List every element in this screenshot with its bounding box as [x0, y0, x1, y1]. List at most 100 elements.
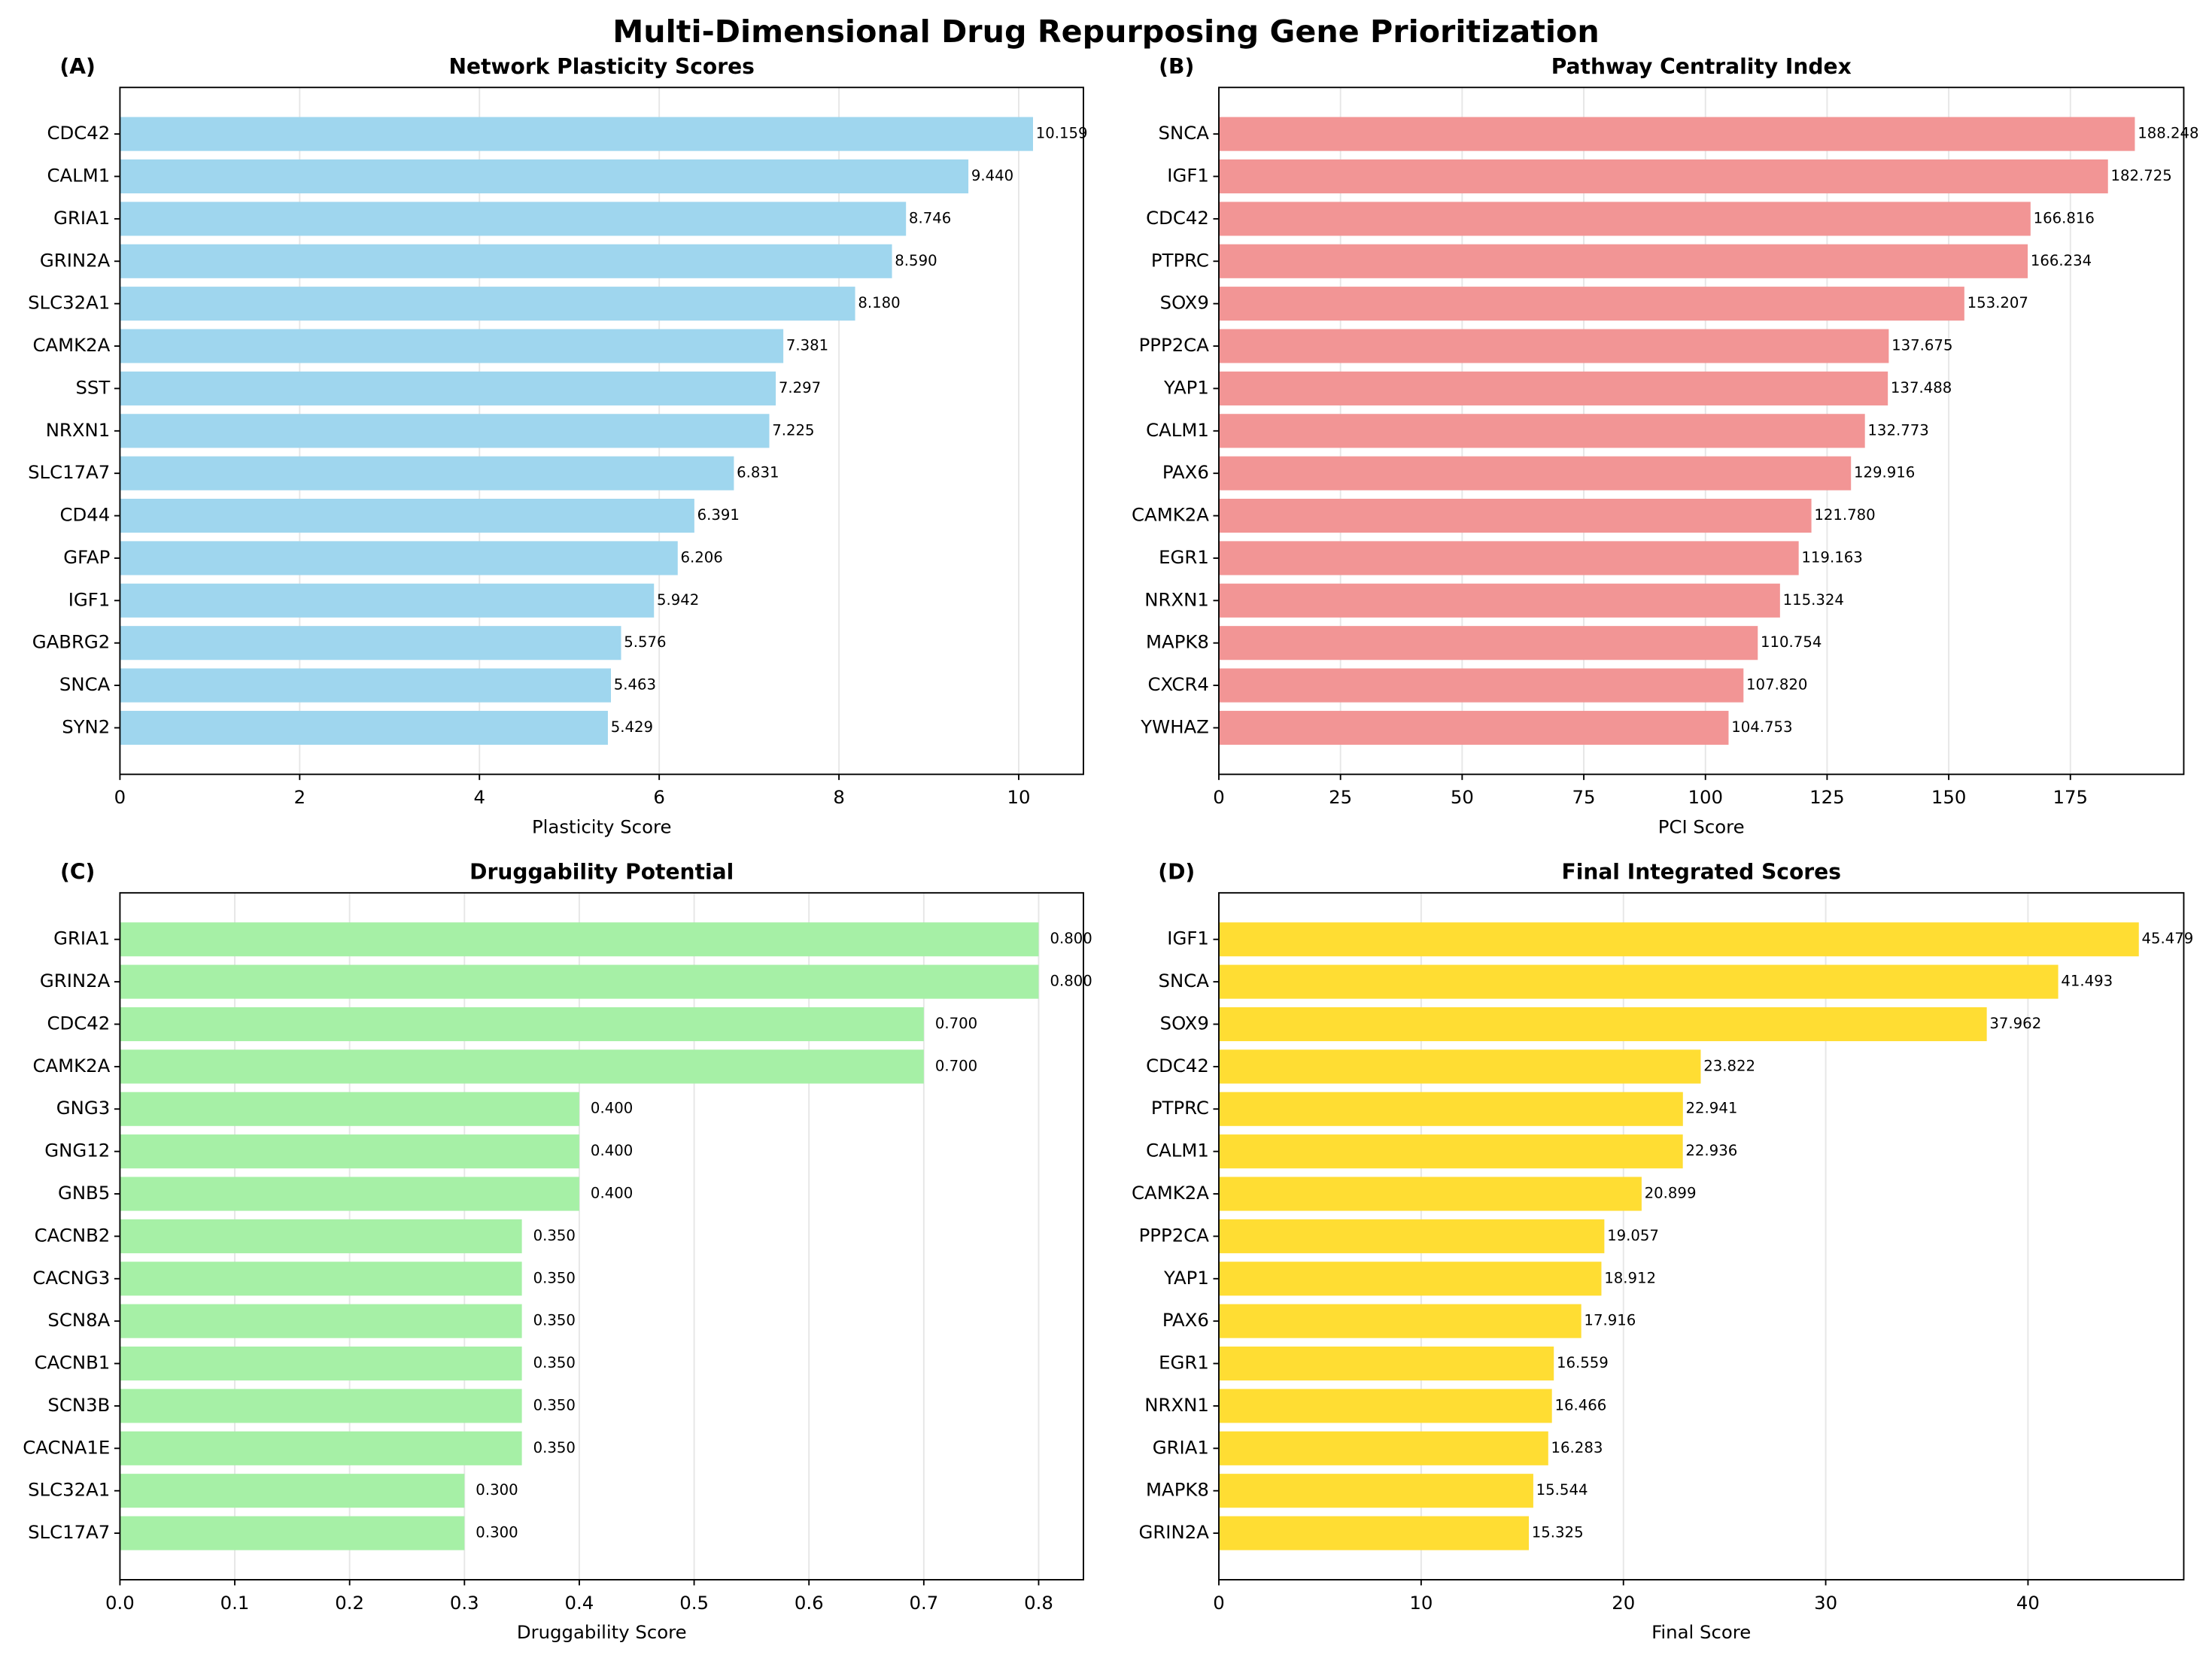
bar — [120, 1346, 522, 1381]
bar — [120, 1516, 465, 1550]
y-tick-label: SST — [75, 376, 110, 398]
y-tick-label: CDC42 — [1146, 1055, 1209, 1076]
y-tick-label: SOX9 — [1160, 1012, 1209, 1034]
value-label: 0.300 — [476, 1524, 518, 1541]
bar — [120, 922, 1039, 957]
y-tick-label: CAMK2A — [1132, 1182, 1209, 1204]
value-label: 7.225 — [772, 421, 814, 439]
bar — [1218, 1049, 1701, 1084]
x-tick-label: 0.4 — [565, 1592, 594, 1614]
y-tick-label: MAPK8 — [1146, 631, 1209, 653]
value-label: 166.816 — [2034, 209, 2095, 226]
value-label: 16.466 — [1554, 1396, 1606, 1414]
x-tick-label: 0 — [114, 786, 126, 808]
y-tick-label: YAP1 — [1163, 1267, 1209, 1289]
value-label: 0.350 — [533, 1354, 576, 1371]
bar — [1218, 710, 1729, 745]
value-label: 119.163 — [1801, 548, 1862, 566]
x-tick-label: 75 — [1572, 786, 1596, 808]
value-label: 7.381 — [786, 337, 828, 354]
bar — [1218, 541, 1799, 575]
value-label: 0.400 — [591, 1100, 633, 1117]
bar — [1218, 1219, 1605, 1253]
value-label: 8.180 — [858, 294, 900, 311]
bar — [120, 1219, 522, 1253]
value-label: 0.800 — [1050, 930, 1092, 947]
value-label: 115.324 — [1783, 591, 1844, 609]
y-tick-label: YWHAZ — [1140, 715, 1209, 737]
y-tick-label: CACNG3 — [32, 1267, 110, 1289]
figure-title: Multi-Dimensional Drug Repurposing Gene … — [612, 14, 1599, 50]
value-label: 153.207 — [1967, 294, 2028, 311]
value-label: 9.440 — [971, 167, 1013, 184]
value-label: 15.325 — [1532, 1524, 1584, 1541]
value-label: 137.488 — [1891, 379, 1952, 396]
panel-label: (D) — [1158, 860, 1195, 885]
y-tick-label: SNCA — [59, 673, 111, 695]
bar — [1218, 499, 1812, 533]
y-tick-label: CAMK2A — [32, 334, 110, 356]
y-tick-label: CDC42 — [47, 122, 111, 144]
value-label: 0.350 — [533, 1396, 576, 1414]
panel-label: (A) — [59, 54, 95, 79]
bar — [120, 1134, 579, 1169]
y-tick-label: CACNB1 — [35, 1352, 111, 1374]
value-label: 0.400 — [591, 1142, 633, 1159]
bar — [120, 414, 770, 448]
panel-title: Network Plasticity Scores — [449, 54, 755, 79]
x-tick-label: 2 — [294, 786, 306, 808]
bar — [1218, 1092, 1683, 1126]
bar — [1218, 1389, 1552, 1423]
value-label: 19.057 — [1607, 1227, 1659, 1244]
x-axis-label: PCI Score — [1658, 816, 1745, 838]
value-label: 17.916 — [1584, 1312, 1636, 1329]
value-label: 0.300 — [476, 1481, 518, 1499]
y-tick-label: CALM1 — [47, 165, 111, 187]
y-tick-label: NRXN1 — [46, 419, 111, 441]
y-tick-label: NRXN1 — [1144, 588, 1209, 610]
x-tick-label: 125 — [1809, 786, 1845, 808]
value-label: 0.700 — [935, 1057, 977, 1074]
x-tick-label: 150 — [1931, 786, 1967, 808]
value-label: 166.234 — [2031, 252, 2092, 269]
value-label: 16.283 — [1551, 1439, 1603, 1456]
y-tick-label: EGR1 — [1159, 1352, 1209, 1374]
bar — [1218, 1516, 1530, 1550]
y-tick-label: CAMK2A — [32, 1055, 110, 1076]
bar — [1218, 1431, 1548, 1465]
x-tick-label: 6 — [653, 786, 665, 808]
value-label: 0.350 — [533, 1227, 576, 1244]
value-label: 137.675 — [1891, 337, 1952, 354]
bar — [120, 371, 776, 405]
x-tick-label: 0.8 — [1024, 1592, 1053, 1614]
bar — [1218, 922, 2139, 957]
value-label: 8.590 — [895, 252, 937, 269]
y-tick-label: CD44 — [60, 504, 111, 526]
y-tick-label: YAP1 — [1163, 376, 1209, 398]
panel-label: (B) — [1159, 54, 1194, 79]
bar — [1218, 1177, 1642, 1211]
x-tick-label: 175 — [2053, 786, 2088, 808]
x-tick-label: 0.1 — [220, 1592, 250, 1614]
bar — [120, 626, 621, 660]
value-label: 41.493 — [2061, 973, 2113, 990]
x-tick-label: 50 — [1451, 786, 1474, 808]
value-label: 22.941 — [1686, 1100, 1738, 1117]
y-tick-label: CALM1 — [1146, 419, 1209, 441]
x-tick-label: 25 — [1329, 786, 1352, 808]
y-tick-label: PAX6 — [1162, 1309, 1209, 1331]
value-label: 132.773 — [1867, 421, 1928, 439]
bar — [120, 668, 612, 703]
bar — [120, 964, 1039, 999]
y-tick-label: GRIA1 — [53, 928, 110, 949]
x-tick-label: 8 — [833, 786, 845, 808]
bar — [120, 159, 969, 194]
value-label: 0.800 — [1050, 973, 1092, 990]
x-axis-label: Final Score — [1651, 1621, 1751, 1643]
y-tick-label: MAPK8 — [1146, 1479, 1209, 1501]
y-tick-label: CACNB2 — [35, 1224, 111, 1246]
y-tick-label: GRIN2A — [40, 249, 111, 271]
y-tick-label: SYN2 — [62, 715, 110, 737]
value-label: 0.700 — [935, 1015, 977, 1032]
